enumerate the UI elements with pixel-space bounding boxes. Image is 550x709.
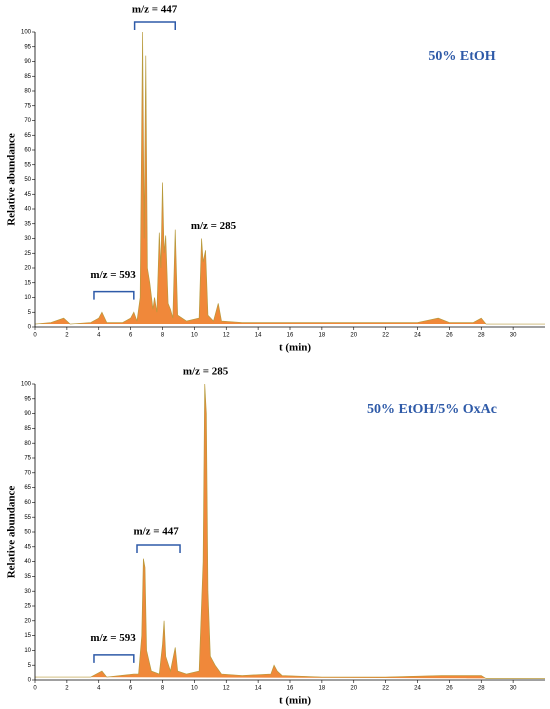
x-tick-label: 24	[414, 686, 421, 692]
y-tick-label: 90	[24, 59, 31, 65]
x-tick-label: 12	[223, 333, 230, 339]
x-tick-label: 6	[129, 333, 133, 339]
y-tick-label: 70	[24, 470, 31, 476]
y-tick-label: 0	[28, 678, 32, 684]
y-tick-label: 10	[24, 648, 31, 654]
x-tick-label: 18	[319, 333, 326, 339]
y-tick-label: 65	[24, 133, 31, 139]
y-tick-label: 15	[24, 280, 31, 286]
y-tick-label: 15	[24, 633, 31, 639]
annotation: m/z = 447	[132, 3, 178, 15]
bracket	[136, 544, 181, 554]
y-tick-label: 30	[24, 236, 31, 242]
x-tick-label: 24	[414, 333, 421, 339]
x-tick-label: 0	[33, 686, 37, 692]
y-tick-label: 35	[24, 574, 31, 580]
y-tick-label: 20	[24, 266, 31, 272]
chart-title: 50% EtOH/5% OxAc	[367, 402, 497, 417]
bracket	[93, 290, 135, 300]
x-axis-label: t (min)	[279, 342, 311, 354]
x-tick-label: 8	[161, 686, 165, 692]
y-tick-label: 50	[24, 177, 31, 183]
y-tick-label: 5	[28, 310, 32, 316]
y-tick-label: 5	[28, 663, 32, 669]
y-tick-label: 65	[24, 485, 31, 491]
y-tick-label: 90	[24, 411, 31, 417]
x-tick-label: 20	[350, 686, 357, 692]
bracket	[93, 654, 135, 663]
y-tick-label: 55	[24, 162, 31, 168]
y-tick-label: 30	[24, 589, 31, 595]
x-tick-label: 16	[287, 333, 294, 339]
y-tick-label: 75	[24, 103, 31, 109]
x-tick-label: 20	[350, 333, 357, 339]
x-tick-label: 18	[319, 686, 326, 692]
y-tick-label: 95	[24, 396, 31, 402]
annotation: m/z = 593	[90, 269, 136, 281]
x-tick-label: 0	[33, 333, 37, 339]
x-tick-label: 4	[97, 686, 101, 692]
x-tick-label: 30	[510, 686, 517, 692]
y-axis-label: Relative abundance	[6, 133, 18, 226]
y-tick-label: 100	[21, 30, 32, 36]
x-tick-label: 26	[446, 333, 453, 339]
chromatogram	[34, 31, 545, 325]
y-tick-label: 40	[24, 559, 31, 565]
x-axis-label: t (min)	[279, 695, 311, 707]
x-tick-label: 12	[223, 686, 230, 692]
y-tick-label: 0	[28, 325, 32, 331]
annotation: m/z = 447	[133, 526, 179, 538]
y-tick-label: 80	[24, 441, 31, 447]
y-tick-label: 80	[24, 89, 31, 95]
y-tick-label: 85	[24, 74, 31, 80]
y-tick-label: 25	[24, 251, 31, 257]
y-tick-label: 35	[24, 221, 31, 227]
y-tick-label: 45	[24, 544, 31, 550]
x-tick-label: 2	[65, 686, 69, 692]
y-tick-label: 60	[24, 500, 31, 506]
y-tick-label: 85	[24, 426, 31, 432]
y-tick-label: 95	[24, 44, 31, 50]
annotation: m/z = 285	[191, 220, 237, 232]
x-tick-label: 4	[97, 333, 101, 339]
y-tick-label: 10	[24, 295, 31, 301]
x-tick-label: 14	[255, 333, 262, 339]
y-tick-label: 20	[24, 618, 31, 624]
annotation: m/z = 593	[90, 632, 136, 644]
x-tick-label: 28	[478, 333, 485, 339]
y-tick-label: 40	[24, 207, 31, 213]
x-tick-label: 10	[191, 333, 198, 339]
x-tick-label: 8	[161, 333, 165, 339]
x-tick-label: 14	[255, 686, 262, 692]
y-tick-label: 70	[24, 118, 31, 124]
x-tick-label: 16	[287, 686, 294, 692]
x-tick-label: 2	[65, 333, 69, 339]
x-tick-label: 10	[191, 686, 198, 692]
y-tick-label: 100	[21, 382, 32, 388]
annotation: m/z = 285	[183, 366, 229, 378]
y-tick-label: 60	[24, 148, 31, 154]
y-tick-label: 45	[24, 192, 31, 198]
x-tick-label: 30	[510, 333, 517, 339]
y-tick-label: 50	[24, 530, 31, 536]
y-tick-label: 55	[24, 515, 31, 521]
y-tick-label: 75	[24, 456, 31, 462]
x-tick-label: 22	[382, 686, 389, 692]
x-tick-label: 6	[129, 686, 133, 692]
x-tick-label: 28	[478, 686, 485, 692]
chart-title: 50% EtOH	[428, 49, 495, 64]
x-tick-label: 22	[382, 333, 389, 339]
bracket	[133, 21, 176, 30]
chromatogram	[35, 383, 545, 679]
y-tick-label: 25	[24, 604, 31, 610]
x-tick-label: 26	[446, 686, 453, 692]
y-axis-label: Relative abundance	[6, 486, 18, 579]
